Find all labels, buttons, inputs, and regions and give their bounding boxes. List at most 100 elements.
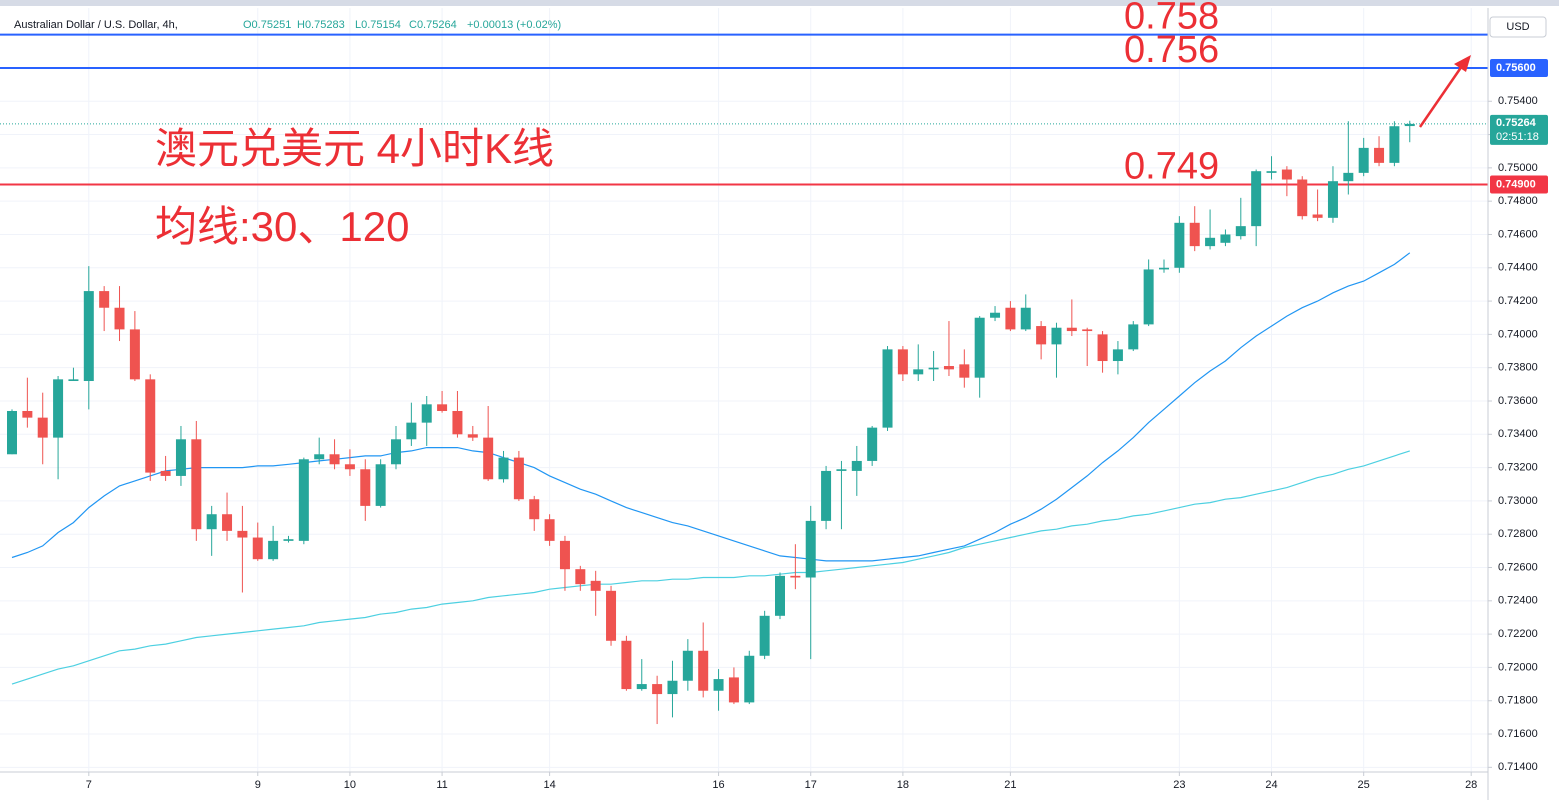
candle-body [836, 469, 847, 471]
candle-body [667, 680, 678, 695]
candle-body [1159, 267, 1169, 270]
candle-body [1389, 126, 1400, 163]
candle-body [1097, 334, 1108, 362]
candle-body [83, 291, 94, 382]
candle-body [1404, 123, 1415, 127]
candle-body [283, 539, 294, 541]
candle-body [851, 460, 862, 471]
ohlc-value: H0.75283 [297, 19, 345, 31]
top-border [0, 0, 1559, 6]
price-tag-label: 0.74900 [1496, 178, 1536, 190]
level-label: 0.758 [1124, 0, 1219, 38]
candle-body [805, 520, 816, 578]
price-tag-label: 0.75600 [1496, 62, 1536, 74]
candle-body [1174, 222, 1185, 268]
y-tick-label: 0.74800 [1498, 195, 1538, 207]
candle-body [1036, 326, 1047, 345]
y-tick-label: 0.71400 [1498, 761, 1538, 773]
x-tick-label: 11 [436, 779, 447, 791]
candle-body [652, 684, 663, 695]
y-tick-label: 0.74400 [1498, 262, 1538, 274]
y-tick-label: 0.73400 [1498, 428, 1538, 440]
x-tick-label: 17 [805, 779, 817, 791]
candle-body [483, 437, 494, 480]
candle-body [237, 530, 248, 538]
candle-body [759, 615, 770, 656]
candle-body [360, 469, 371, 506]
candle-body [1327, 181, 1338, 218]
ohlc-value: +0.00013 (+0.02%) [467, 19, 561, 31]
arrow [1418, 65, 1464, 128]
candle-body [513, 457, 524, 500]
candle-body [928, 367, 939, 370]
x-tick-label: 10 [344, 779, 356, 791]
candle-body [867, 427, 878, 461]
y-tick-label: 0.72600 [1498, 561, 1538, 573]
candle-body [1220, 234, 1231, 243]
candle-body [314, 454, 325, 460]
candle-body [775, 575, 785, 616]
level-label: 0.749 [1124, 146, 1219, 188]
candle-body [698, 650, 709, 691]
candle-body [1251, 171, 1262, 227]
y-tick-label: 0.72800 [1498, 528, 1538, 540]
candle-body [1312, 214, 1323, 218]
candle-body [437, 404, 448, 411]
y-tick-label: 0.72200 [1498, 628, 1538, 640]
countdown: 02:51:18 [1496, 131, 1539, 143]
price-tag [1490, 114, 1548, 145]
x-tick-label: 14 [543, 779, 555, 791]
candle-body [1266, 171, 1277, 173]
candle-body [206, 514, 217, 530]
x-tick-label: 23 [1173, 779, 1185, 791]
candle-body [682, 650, 693, 681]
x-tick-label: 9 [255, 779, 261, 791]
candle-body [974, 317, 985, 378]
ohlc-value: O0.75251 [243, 19, 291, 31]
candle-body [53, 379, 64, 438]
x-tick-label: 18 [897, 779, 909, 791]
candle-body [7, 410, 17, 455]
candle-body [344, 464, 355, 470]
candle-body [1082, 329, 1093, 332]
currency-box [1489, 16, 1547, 38]
candle-body [191, 439, 202, 530]
candle-body [1235, 226, 1246, 237]
ohlc-value: C0.75264 [409, 19, 457, 31]
candle-body [728, 677, 739, 703]
candle-body [897, 349, 908, 375]
y-tick-label: 0.73200 [1498, 462, 1538, 474]
candle-body [1066, 327, 1077, 332]
candle-body [452, 410, 463, 435]
candle-body [1112, 349, 1123, 362]
currency: USD [1506, 21, 1529, 33]
symbol: Australian Dollar / U.S. Dollar, 4h, [14, 19, 178, 31]
candle-body [1374, 147, 1385, 163]
candle-body [160, 470, 171, 476]
candle-body [329, 454, 340, 465]
candle-body [913, 369, 924, 375]
candle-body [1005, 307, 1016, 330]
candle-body [606, 590, 617, 641]
candle-body [467, 434, 478, 438]
candle-body [529, 499, 540, 520]
candle-body [636, 684, 647, 690]
x-tick-label: 16 [712, 779, 724, 791]
candle-body [1143, 269, 1154, 325]
candle-body [498, 457, 509, 480]
candle-body [990, 312, 1001, 318]
candle-body [1205, 237, 1216, 247]
candle-body [713, 679, 724, 691]
candle-body [1358, 147, 1369, 173]
price-tag [1490, 175, 1548, 194]
ma-line [11, 450, 1410, 685]
ma-line [11, 252, 1411, 562]
ohlc-value: L0.75154 [355, 19, 401, 31]
candle-body [222, 514, 233, 531]
candle-body [1128, 324, 1139, 350]
candle-body [68, 379, 79, 382]
candle-body [375, 464, 386, 506]
candle-body [252, 537, 263, 560]
candle-body [1343, 172, 1354, 182]
